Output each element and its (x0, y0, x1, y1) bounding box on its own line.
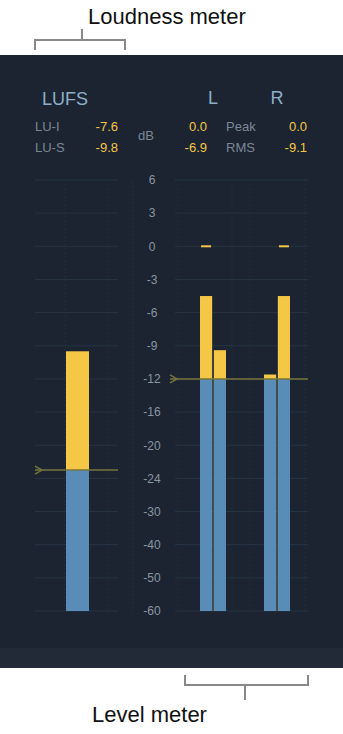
readout-value: -9.1 (285, 140, 307, 155)
bar-below-target (264, 379, 276, 611)
grid-line (35, 180, 118, 181)
y-tick: 6 (132, 173, 156, 187)
callout-bracket (185, 675, 308, 700)
y-tick: -40 (132, 538, 161, 552)
guide (178, 180, 179, 611)
grid-line (175, 180, 308, 181)
y-tick-label: -50 (143, 571, 161, 585)
x-tick: R (271, 88, 284, 108)
y-axis: -60-50-40-30-24-20-16-12-9-6-3036 (132, 173, 161, 618)
target-marker (35, 466, 42, 474)
y-tick: 0 (132, 240, 156, 254)
grid-line (175, 279, 308, 280)
grid-line (35, 279, 118, 280)
target-line (170, 378, 308, 380)
target-marker (170, 375, 177, 383)
x-tick-label: R (271, 88, 284, 108)
grid-line (175, 246, 308, 247)
callout-label: Loudness meter (88, 4, 246, 29)
guide (305, 180, 306, 611)
target-line (35, 469, 118, 471)
bar (214, 350, 226, 611)
y-tick: -20 (132, 439, 161, 453)
grid-line (175, 213, 308, 214)
y-tick: -50 (132, 571, 161, 585)
bar (264, 375, 276, 611)
x-tick: L (208, 88, 218, 108)
y-tick-label: -60 (143, 604, 161, 618)
y-tick-label: -3 (147, 273, 158, 287)
y-tick: -60 (132, 604, 161, 618)
grid-line (35, 246, 118, 247)
y-tick: -6 (132, 306, 158, 320)
meter-figure: Loudness meter Level meter LUFS LU-I -7.6 LU-… (0, 0, 343, 734)
bar-below-target (214, 379, 226, 611)
y-tick-label: -16 (143, 405, 161, 419)
readout-value: -6.9 (185, 140, 207, 155)
x-axis: LR (208, 88, 284, 108)
readout-label: LU-S (35, 140, 65, 155)
readout-value: 0.0 (289, 119, 307, 134)
peak-hold (201, 245, 211, 247)
panel (0, 55, 343, 668)
guide (108, 180, 109, 611)
peak-hold (279, 245, 289, 247)
plot-area (170, 245, 308, 611)
y-tick: -12 (132, 372, 161, 386)
callout-label: Level meter (92, 702, 207, 727)
y-tick: -24 (132, 472, 161, 486)
guide (250, 180, 251, 611)
y-tick-label: -6 (147, 306, 158, 320)
grid-line (35, 345, 118, 346)
guide (65, 180, 66, 611)
y-tick-label: -20 (143, 439, 161, 453)
readout-value: 0.0 (189, 119, 207, 134)
y-tick: -16 (132, 405, 161, 419)
y-tick-label: 3 (149, 206, 156, 220)
readout-label: RMS (226, 140, 255, 155)
readout-label: Peak (226, 119, 256, 134)
y-tick: 3 (132, 206, 156, 220)
y-tick: -30 (132, 505, 161, 519)
y-axis-line (132, 181, 133, 612)
y-tick-label: -40 (143, 538, 161, 552)
y-tick-label: 6 (149, 173, 156, 187)
y-tick: -3 (132, 273, 158, 287)
bar-below-target (66, 470, 89, 611)
meter-title: LUFS (42, 89, 88, 109)
y-tick-label: -30 (143, 505, 161, 519)
readout-label: LU-I (35, 119, 60, 134)
panel-strip (0, 648, 343, 668)
grid-line (35, 312, 118, 313)
bar-below-target (278, 379, 290, 611)
grid-line (35, 213, 118, 214)
y-tick-label: 0 (149, 240, 156, 254)
bar (278, 296, 290, 611)
y-tick: -9 (132, 339, 158, 353)
x-tick-label: L (208, 88, 218, 108)
callout-bracket (35, 29, 125, 50)
readout-value: -7.6 (96, 119, 118, 134)
bar-below-target (200, 379, 212, 611)
guide (232, 180, 233, 611)
y-tick-label: -9 (147, 339, 158, 353)
bar (200, 296, 212, 611)
y-tick-label: -24 (143, 472, 161, 486)
y-axis-title: dB (138, 128, 154, 143)
plot-area (35, 351, 118, 611)
readout-value: -9.8 (96, 140, 118, 155)
y-tick-label: -12 (143, 372, 161, 386)
bar (66, 351, 89, 611)
